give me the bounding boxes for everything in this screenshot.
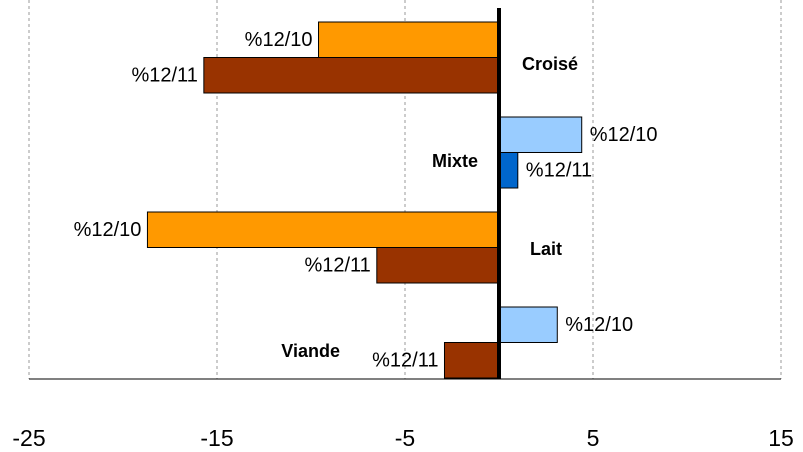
bar: [443, 342, 500, 379]
data-label: %12/11: [526, 160, 592, 182]
category-label: Viande: [281, 341, 340, 361]
data-label: %12/11: [304, 255, 370, 277]
bar: [203, 57, 500, 94]
x-tick-label: -25: [12, 425, 45, 451]
bar: [498, 152, 519, 189]
bar: [318, 21, 500, 58]
category-label: Lait: [530, 239, 562, 259]
data-label: %12/10: [590, 124, 658, 146]
category-label: Croisé: [522, 54, 578, 74]
data-label: %12/10: [74, 219, 142, 241]
data-label: %12/10: [565, 314, 633, 336]
bar: [498, 306, 558, 343]
data-label: %12/11: [372, 350, 438, 372]
x-tick-label: 15: [768, 425, 794, 451]
x-tick-label: -15: [200, 425, 233, 451]
x-tick-label: 5: [587, 425, 600, 451]
data-label: %12/10: [245, 29, 313, 51]
data-label: %12/11: [131, 65, 197, 87]
x-tick-label: -5: [395, 425, 415, 451]
bar: [498, 116, 583, 153]
category-label: Mixte: [432, 151, 478, 171]
bar: [146, 211, 500, 248]
bar: [376, 247, 500, 284]
